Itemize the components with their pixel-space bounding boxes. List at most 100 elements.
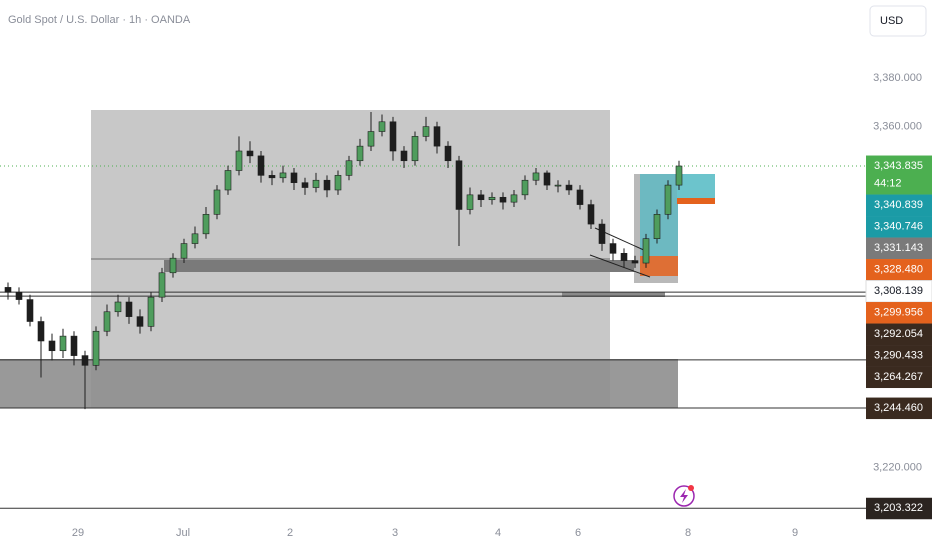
candle-body <box>565 184 573 191</box>
time-axis: 29 Jul 2 3 4 6 8 9 <box>72 527 798 539</box>
candle-body <box>411 136 419 162</box>
x-tick-label: 8 <box>685 527 691 539</box>
price-tag-label: 3,328.480 <box>874 263 923 275</box>
candle-body <box>378 121 386 132</box>
x-tick-label: 9 <box>792 527 798 539</box>
candles <box>4 112 683 410</box>
candle-body <box>37 321 45 342</box>
candle-body <box>444 145 452 162</box>
candle-body <box>631 260 639 264</box>
zone-edge <box>91 258 610 260</box>
candle-body <box>543 172 551 186</box>
candle-body <box>554 184 562 187</box>
candle-body <box>48 340 56 352</box>
candle-body <box>466 194 474 210</box>
candle-body <box>92 330 100 366</box>
target-area-2 <box>677 174 715 199</box>
candle-body <box>422 126 430 137</box>
candle-body <box>521 179 529 196</box>
alert-dot[interactable] <box>688 485 694 491</box>
currency-label[interactable]: USD <box>880 15 903 27</box>
candle-body <box>488 196 496 201</box>
price-tag-label: 3,203.322 <box>874 502 923 514</box>
price-tag-label: 3,340.839 <box>874 199 923 211</box>
candle-body <box>576 189 584 205</box>
zone-strip <box>562 292 665 297</box>
candle-body <box>587 204 595 225</box>
candle-body <box>356 145 364 162</box>
price-tag <box>866 497 932 520</box>
price-tag-label: 3,244.460 <box>874 402 923 414</box>
alert-icon[interactable] <box>673 485 695 507</box>
candle-body <box>510 194 518 203</box>
candle-body <box>620 253 628 261</box>
candle-body <box>653 214 661 239</box>
candle-body <box>675 165 683 186</box>
candle-body <box>180 243 188 259</box>
candle-body <box>224 170 232 191</box>
price-tag-label: 3,340.746 <box>874 220 923 232</box>
price-tag-label: 3,331.143 <box>874 242 923 254</box>
currency-button[interactable] <box>869 5 927 37</box>
countdown: 44:12 <box>874 177 902 189</box>
candle-body <box>323 179 331 191</box>
stop-area <box>640 256 678 276</box>
price-tag-label: 3,290.433 <box>874 349 923 361</box>
price-tags: 3,343.835 44:12 3,340.839 3,340.746 3,331.14… <box>865 155 932 520</box>
x-tick-label: Jul <box>176 527 190 539</box>
candle-body <box>147 296 155 327</box>
candle-body <box>70 335 78 356</box>
candle-body <box>400 150 408 162</box>
candle-body <box>191 233 199 244</box>
symbol-title: Gold Spot / U.S. Dollar · 1h · OANDA <box>8 14 191 26</box>
candle-body <box>235 150 243 171</box>
candle-body <box>334 175 342 191</box>
candle-body <box>26 299 34 322</box>
x-tick-label: 4 <box>495 527 501 539</box>
candle-body <box>664 184 672 215</box>
level-lines <box>0 291 866 509</box>
x-tick-label: 6 <box>575 527 581 539</box>
y-tick-label: 3,380.000 <box>873 72 922 84</box>
candle-body <box>312 179 320 188</box>
candle-body <box>15 291 23 300</box>
candle-body <box>81 355 89 366</box>
stop-area-2 <box>677 198 715 204</box>
candle-body <box>125 301 133 317</box>
candle-body <box>202 214 210 235</box>
candle-body <box>279 172 287 179</box>
candle-body <box>642 238 650 264</box>
price-axis: 3,220.000 3,360.000 3,380.000 <box>873 72 922 474</box>
price-tag <box>866 194 932 217</box>
price-tag-label: 3,308.139 <box>874 285 923 297</box>
alert-bolt[interactable] <box>680 489 688 503</box>
price-tag <box>866 302 932 324</box>
candle-body <box>136 316 144 327</box>
candle-body <box>213 189 221 215</box>
candle-body <box>103 311 111 332</box>
price-tag-label: 3,292.054 <box>874 328 923 340</box>
candle-body <box>477 194 485 201</box>
price-tag <box>866 366 932 389</box>
candle-body <box>345 160 353 176</box>
price-tag <box>866 397 932 420</box>
candle-body <box>499 196 507 203</box>
price-tag <box>866 323 932 346</box>
candle-body <box>246 150 254 157</box>
candle-body <box>609 243 617 254</box>
price-tag-label: 3,299.956 <box>874 306 923 318</box>
candle-body <box>290 172 298 183</box>
candle-body <box>433 126 441 147</box>
candle-body <box>367 131 375 147</box>
price-tag-label: 3,343.835 <box>874 160 923 172</box>
wedge-line <box>589 254 651 278</box>
candle-body <box>59 335 67 352</box>
candle-body <box>301 182 309 188</box>
price-tag <box>866 345 932 367</box>
price-tag <box>866 216 932 238</box>
candle-body <box>4 287 12 293</box>
candle-body <box>532 172 540 181</box>
zone-bar <box>164 260 640 272</box>
y-tick-label: 3,360.000 <box>873 121 922 133</box>
